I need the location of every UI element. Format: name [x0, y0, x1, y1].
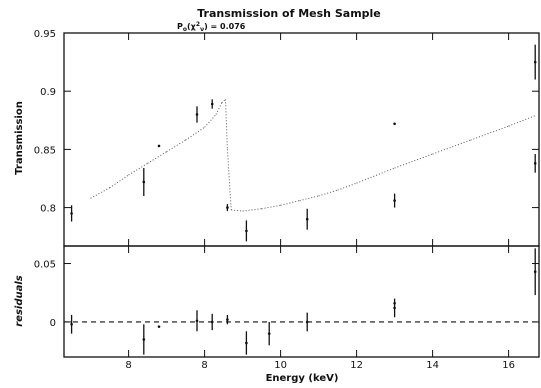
- y-axis-label-transmission: Transmission: [14, 101, 25, 175]
- model-curve-segment: [318, 189, 338, 197]
- top-data-point: [210, 102, 214, 106]
- model-curve-segment: [185, 126, 205, 141]
- bottom-y-tick-label: 0: [50, 318, 56, 329]
- top-y-tick-label: 0.9: [40, 87, 56, 98]
- model-curve-segment: [470, 125, 509, 141]
- model-curve-segment: [215, 102, 223, 115]
- top-data-point: [393, 122, 396, 126]
- x-tick-label: 16: [502, 360, 515, 371]
- x-tick-label: 10: [274, 360, 287, 371]
- fit-probability-annotation: Po(χ2ν) = 0.076: [177, 21, 246, 33]
- model-curve-segment: [90, 187, 110, 199]
- chart-title: Transmission of Mesh Sample: [197, 7, 381, 20]
- bottom-data-point: [393, 306, 396, 310]
- model-curve-segment: [109, 174, 129, 189]
- x-axis-tick-labels: 8 8 10 12 14 16: [125, 360, 515, 371]
- top-plot-frame: [63, 32, 540, 247]
- x-tick-label: 12: [350, 360, 363, 371]
- top-data-point: [305, 217, 309, 221]
- model-curve-segment: [299, 195, 319, 202]
- x-tick-label: 8: [125, 360, 131, 371]
- bottom-data-point: [157, 325, 161, 328]
- model-curve-segment: [225, 99, 228, 150]
- model-curve-segment: [356, 167, 395, 184]
- x-axis-label: Energy (keV): [266, 373, 339, 384]
- top-y-tick-label: 0.85: [34, 145, 56, 156]
- model-curve-segment: [280, 200, 300, 206]
- model-curve-segment: [231, 209, 243, 212]
- model-curve-segment: [204, 114, 217, 128]
- bottom-plot-frame: [63, 245, 540, 358]
- model-curve-segment: [166, 139, 186, 153]
- bottom-data-point: [226, 318, 229, 321]
- bottom-data-point: [195, 319, 199, 323]
- bottom-data-point: [245, 341, 248, 345]
- bottom-data-point: [210, 320, 214, 324]
- bottom-data-point: [533, 270, 537, 274]
- bottom-data-point: [305, 320, 309, 324]
- x-tick-label: 8: [201, 360, 207, 371]
- top-data-point: [393, 199, 396, 202]
- top-data-point: [195, 113, 199, 116]
- top-data-point: [226, 206, 229, 209]
- model-curve-segment: [394, 153, 433, 169]
- top-y-tick-label: 0.95: [34, 29, 56, 40]
- top-data-point: [533, 162, 537, 165]
- top-data-point: [142, 180, 146, 184]
- top-data-point: [70, 212, 73, 215]
- model-curve-segment: [128, 162, 148, 176]
- residuals-panel: 0 0.05 residuals: [14, 245, 540, 358]
- top-data-point: [533, 60, 537, 64]
- bottom-data-point: [267, 332, 271, 335]
- model-curve-segment: [242, 208, 262, 212]
- model-curve-segment: [226, 149, 232, 210]
- model-curve-segment: [221, 98, 226, 104]
- model-curve-segment: [261, 204, 281, 210]
- top-y-tick-label: 0.8: [40, 204, 56, 215]
- x-tick-label: 14: [426, 360, 439, 371]
- model-curve-segment: [147, 151, 167, 164]
- model-curve-segment: [337, 182, 357, 191]
- top-data-point: [245, 229, 248, 233]
- top-data-point: [157, 144, 161, 148]
- bottom-data-point: [393, 301, 396, 305]
- bottom-y-tick-label: 0.05: [34, 260, 56, 271]
- y-axis-label-residuals: residuals: [14, 275, 25, 327]
- model-curve-segment: [508, 115, 536, 127]
- model-curve-segment: [432, 139, 471, 155]
- transmission-panel: 0.8 0.85 0.9 0.95 Transmission: [14, 29, 540, 247]
- bottom-data-point: [70, 322, 73, 326]
- bottom-data-point: [142, 338, 146, 341]
